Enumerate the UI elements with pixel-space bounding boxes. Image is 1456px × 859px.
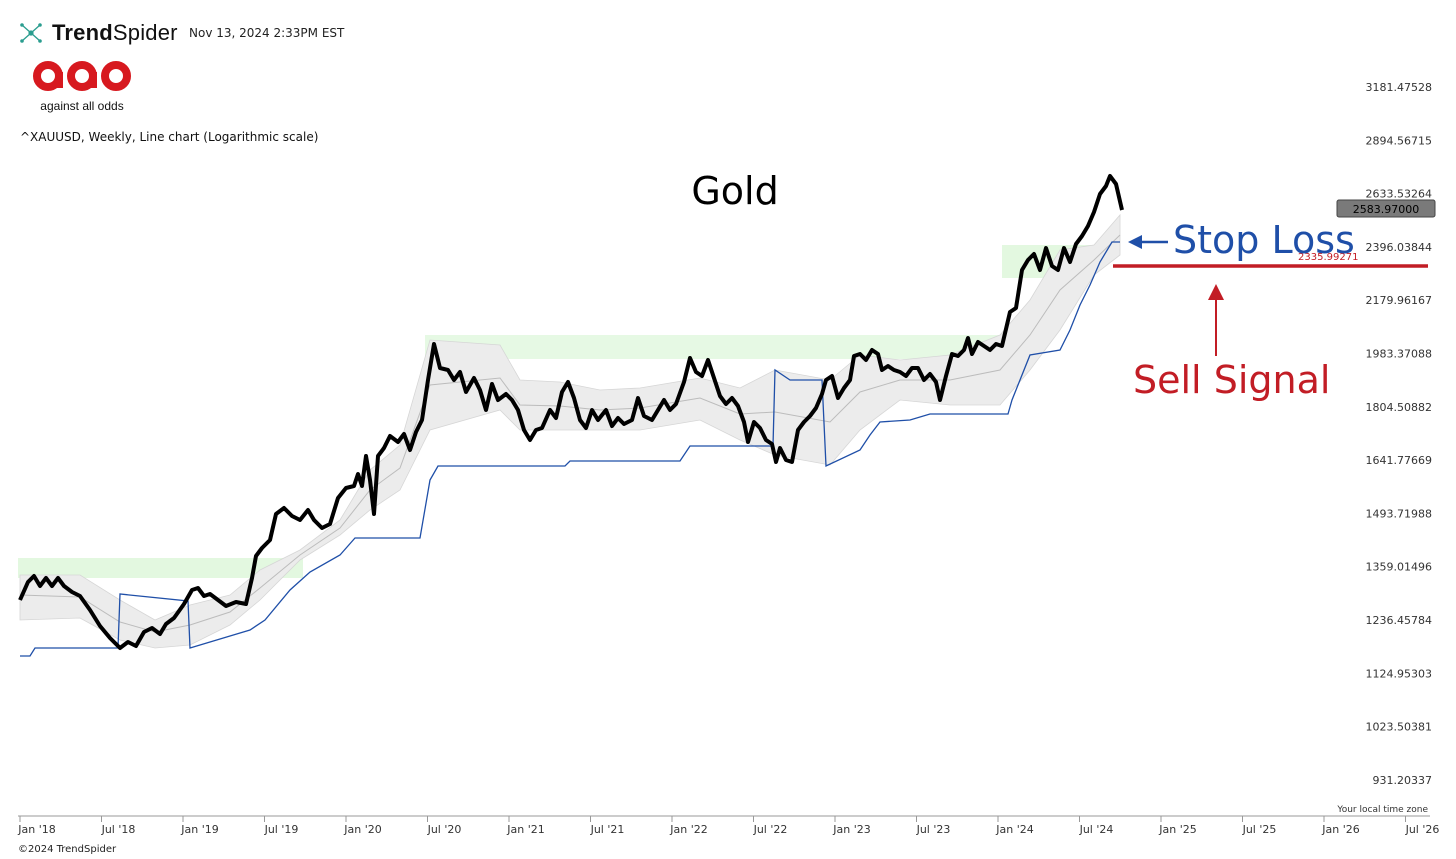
price-line <box>18 174 1124 650</box>
y-tick-label: 1124.95303 <box>1366 667 1432 680</box>
brand-light: Spider <box>112 20 178 45</box>
y-tick-label: 3181.47528 <box>1366 81 1432 94</box>
x-tick-label: Jan '21 <box>506 823 544 836</box>
y-tick-label: 2894.56715 <box>1366 134 1432 147</box>
timezone-note: Your local time zone <box>1336 805 1428 815</box>
chart-subtitle: ^XAUUSD, Weekly, Line chart (Logarithmic… <box>20 130 319 144</box>
x-tick-label: Jul '24 <box>1079 823 1114 836</box>
logo-caption: against all odds <box>40 99 123 113</box>
x-tick-label: Jul '18 <box>101 823 136 836</box>
y-tick-label: 1641.77669 <box>1366 454 1432 467</box>
x-tick-label: Jul '26 <box>1405 823 1440 836</box>
timestamp: Nov 13, 2024 2:33PM EST <box>189 26 345 40</box>
y-tick-label: 1023.50381 <box>1366 721 1432 734</box>
y-tick-label: 2633.53264 <box>1366 188 1432 201</box>
against-all-odds-logo: against all odds <box>33 61 131 113</box>
y-tick-label: 931.20337 <box>1373 774 1433 787</box>
x-tick-label: Jan '26 <box>1321 823 1359 836</box>
x-tick-label: Jan '25 <box>1158 823 1196 836</box>
trendspider-brand: TrendSpider <box>18 18 178 48</box>
x-axis: Jan '18 Jul '18 Jan '19 Jul '19 Jan '20 Jul '… <box>17 816 1439 836</box>
sell-signal-label: Sell Signal <box>1133 358 1330 402</box>
x-tick-label: Jul '25 <box>1242 823 1277 836</box>
y-tick-label: 1983.37088 <box>1366 348 1432 361</box>
sell-level-label: 2335.99271 <box>1298 252 1358 263</box>
x-tick-label: Jan '20 <box>343 823 381 836</box>
y-tick-label: 1236.45784 <box>1366 614 1432 627</box>
last-price-badge: 2583.97000 <box>1336 199 1436 218</box>
x-tick-label: Jan '24 <box>995 823 1033 836</box>
x-tick-label: Jan '22 <box>669 823 707 836</box>
x-tick-label: Jul '19 <box>264 823 299 836</box>
y-tick-label: 1359.01496 <box>1366 561 1432 574</box>
sell-signal-arrow <box>1208 284 1224 356</box>
x-tick-label: Jul '23 <box>916 823 951 836</box>
y-tick-label: 1493.71988 <box>1366 507 1432 520</box>
breakout-zone-2020 <box>425 335 1032 359</box>
y-axis: 3181.47528 2894.56715 2633.53264 2396.03844… <box>1366 81 1432 787</box>
breakout-zone-2018 <box>18 558 303 578</box>
copyright: ©2024 TrendSpider <box>18 844 117 855</box>
trendspider-logo-icon <box>20 23 42 43</box>
stop-loss-arrow <box>1128 235 1168 249</box>
y-tick-label: 2179.96167 <box>1366 294 1432 307</box>
channel-band <box>19 213 1121 649</box>
brand-bold: Trend <box>52 20 113 45</box>
x-tick-label: Jan '18 <box>17 823 55 836</box>
chart-title: Gold <box>691 169 778 213</box>
y-tick-label: 1804.50882 <box>1366 401 1432 414</box>
x-tick-label: Jul '21 <box>590 823 625 836</box>
x-tick-label: Jan '23 <box>832 823 870 836</box>
y-tick-label: 2396.03844 <box>1366 241 1432 254</box>
x-tick-label: Jul '20 <box>427 823 462 836</box>
breakout-zones <box>18 245 1094 578</box>
trailing-stop-line <box>20 241 1120 657</box>
last-price-label: 2583.97000 <box>1353 203 1419 216</box>
x-tick-label: Jan '19 <box>180 823 218 836</box>
stop-loss-label: Stop Loss <box>1173 218 1355 262</box>
x-tick-label: Jul '22 <box>753 823 788 836</box>
